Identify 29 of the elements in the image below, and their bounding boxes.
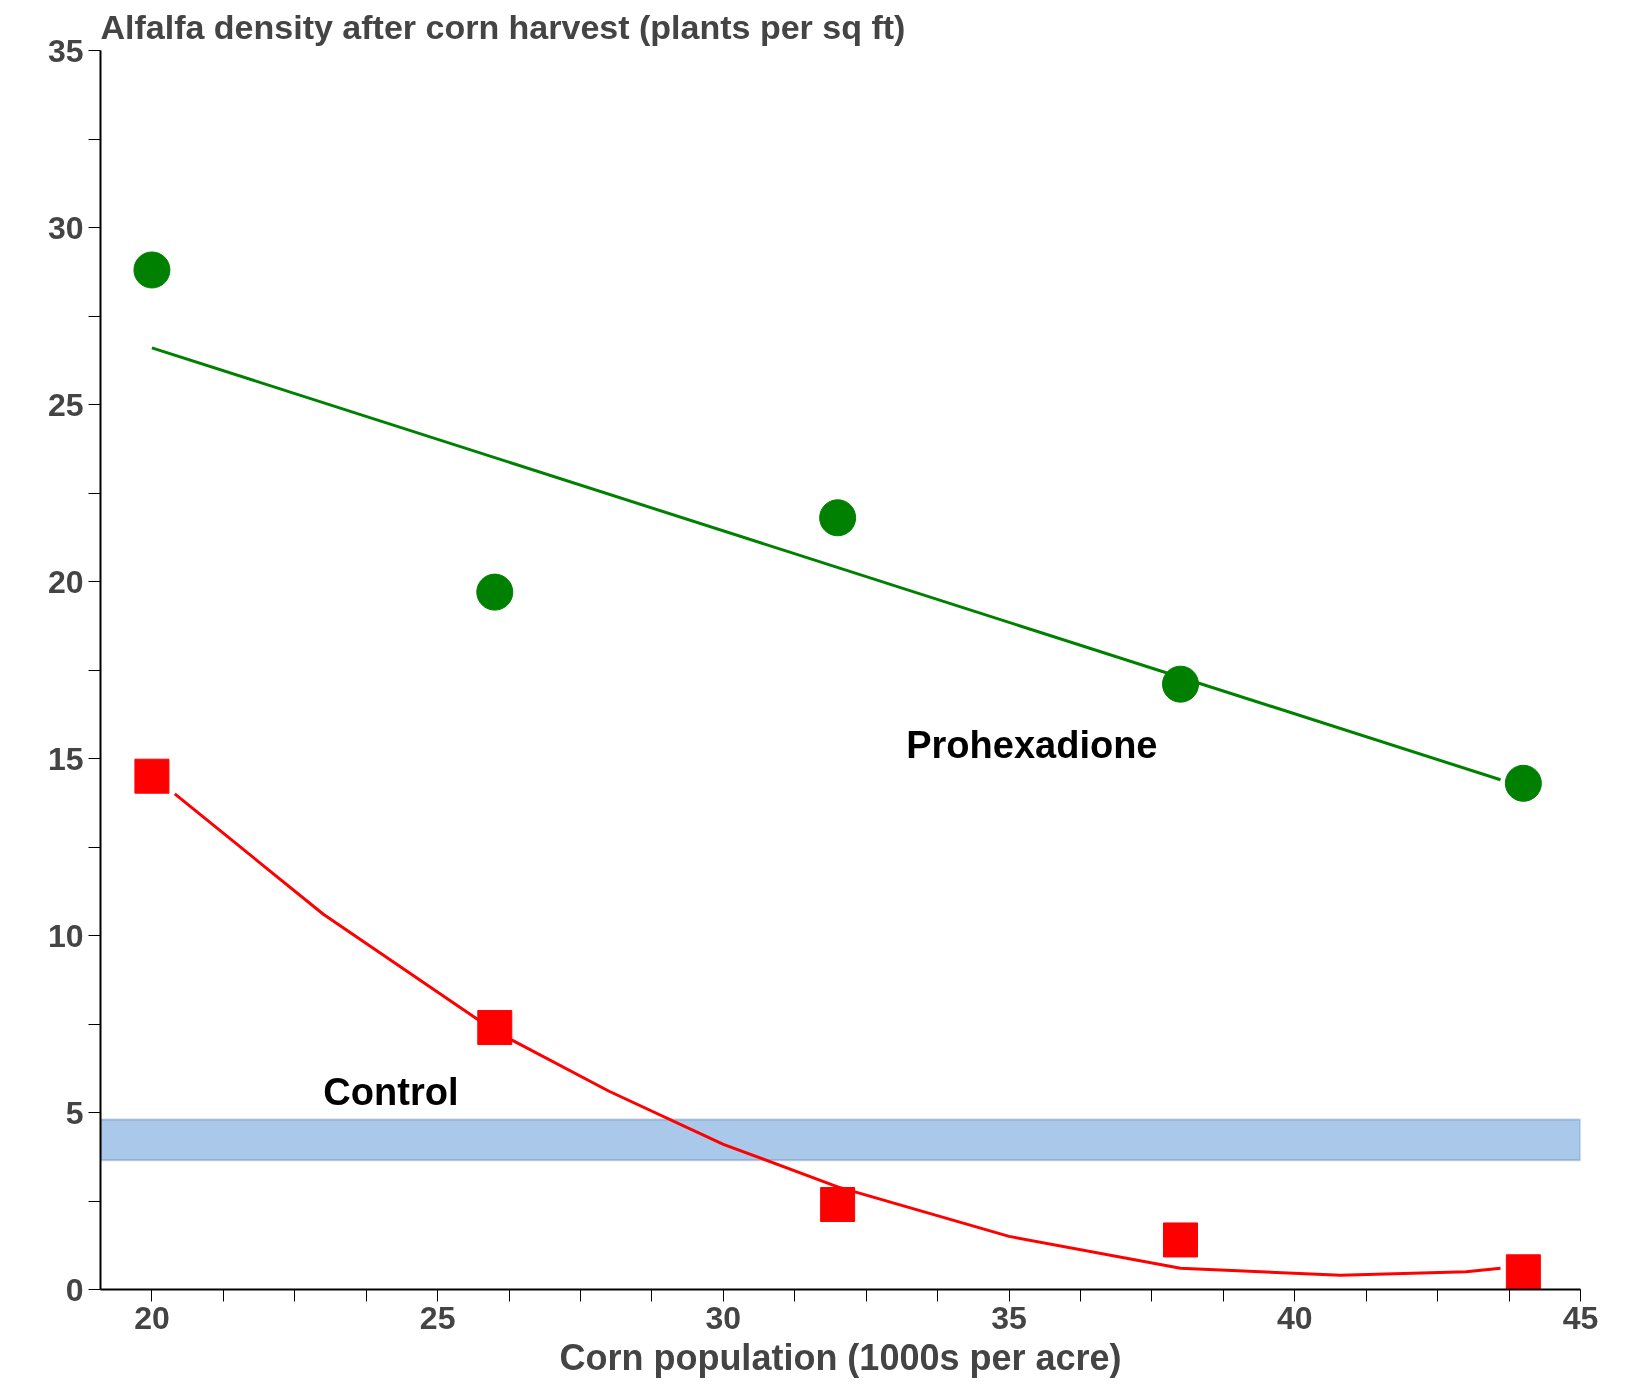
series-label: Prohexadione bbox=[906, 723, 1158, 766]
point bbox=[1505, 1254, 1541, 1290]
y-tick-label: 20 bbox=[47, 563, 84, 600]
x-tick-label: 30 bbox=[705, 1299, 742, 1336]
series-label: Control bbox=[323, 1070, 459, 1113]
x-tick-label: 35 bbox=[991, 1299, 1027, 1336]
x-tick-label: 45 bbox=[1562, 1299, 1599, 1336]
y-tick-label: 15 bbox=[47, 740, 84, 777]
y-tick-label: 25 bbox=[47, 386, 84, 423]
x-tick-label: 40 bbox=[1276, 1299, 1313, 1336]
y-tick-label: 30 bbox=[47, 209, 84, 246]
y-tick-label: 0 bbox=[65, 1271, 84, 1308]
point bbox=[1163, 1222, 1198, 1258]
y-tick-label: 35 bbox=[47, 32, 84, 69]
point bbox=[134, 758, 170, 794]
y-tick-label: 10 bbox=[47, 917, 84, 954]
x-tick-label: 20 bbox=[134, 1299, 170, 1336]
x-tick-label: 25 bbox=[419, 1299, 456, 1336]
point bbox=[1162, 665, 1199, 703]
x-axis-title: Corn population (1000s per acre) bbox=[559, 1336, 1122, 1378]
point bbox=[477, 1010, 513, 1046]
y-tick-label: 5 bbox=[65, 1094, 84, 1131]
point bbox=[476, 573, 514, 611]
line-series bbox=[173, 792, 1502, 1277]
point bbox=[819, 499, 857, 537]
point bbox=[133, 251, 171, 289]
chart-title: Alfalfa density after corn harvest (plants per sq ft) bbox=[100, 7, 906, 46]
point bbox=[820, 1187, 856, 1223]
point bbox=[1504, 764, 1542, 802]
